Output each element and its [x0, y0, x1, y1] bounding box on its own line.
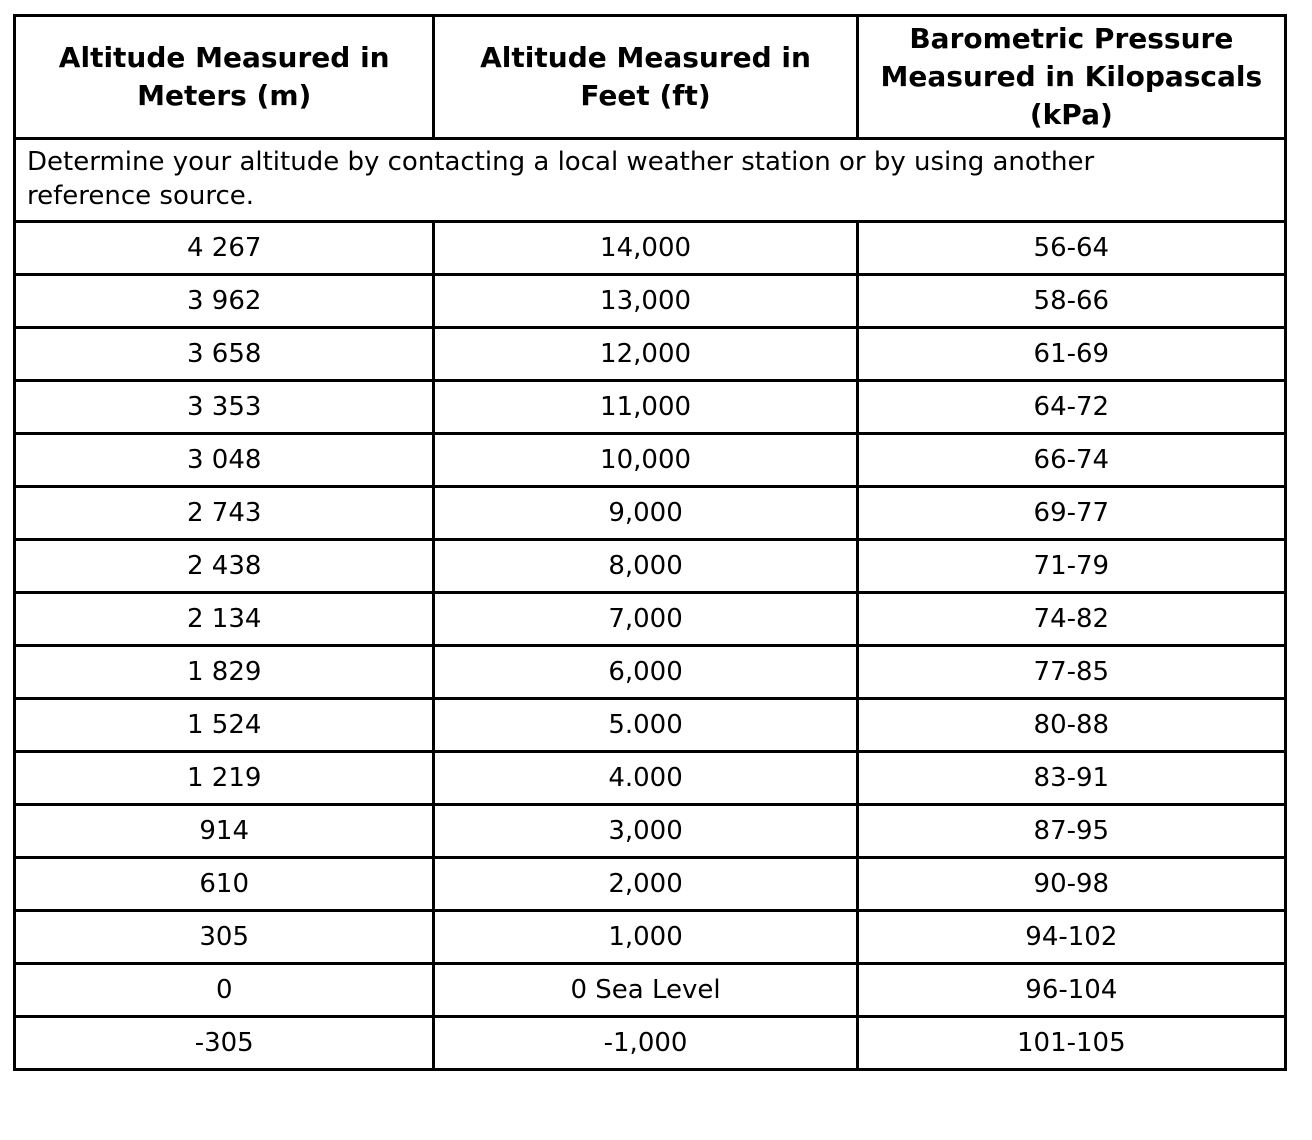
cell-feet: 0 Sea Level	[432, 962, 859, 1018]
cell-meters: 305	[12, 909, 436, 965]
cell-kpa: 56-64	[855, 220, 1288, 276]
cell-feet: 7,000	[432, 591, 859, 647]
cell-feet: 4.000	[432, 750, 859, 806]
table-row: -305 -1,000 101-105	[12, 1015, 1288, 1071]
cell-meters: 1 829	[12, 644, 436, 700]
header-row: Altitude Measured in Meters (m) Altitude…	[12, 14, 1288, 140]
table-row: 4 267 14,000 56-64	[12, 220, 1288, 276]
cell-kpa: 90-98	[855, 856, 1288, 912]
cell-kpa: 58-66	[855, 273, 1288, 329]
cell-kpa: 74-82	[855, 591, 1288, 647]
table-row: 610 2,000 90-98	[12, 856, 1288, 912]
cell-kpa: 83-91	[855, 750, 1288, 806]
cell-meters: -305	[12, 1015, 436, 1071]
cell-meters: 914	[12, 803, 436, 859]
altitude-pressure-table: Altitude Measured in Meters (m) Altitude…	[12, 14, 1288, 1071]
cell-feet: 8,000	[432, 538, 859, 594]
table-row: 3 353 11,000 64-72	[12, 379, 1288, 435]
cell-feet: 13,000	[432, 273, 859, 329]
cell-feet: 3,000	[432, 803, 859, 859]
table-note: Determine your altitude by contacting a …	[13, 137, 1287, 223]
cell-kpa: 69-77	[855, 485, 1288, 541]
cell-feet: 6,000	[432, 644, 859, 700]
cell-kpa: 101-105	[855, 1015, 1288, 1071]
cell-kpa: 96-104	[855, 962, 1288, 1018]
cell-feet: 11,000	[432, 379, 859, 435]
cell-meters: 2 134	[12, 591, 436, 647]
cell-feet: 5.000	[432, 697, 859, 753]
table-row: 1 524 5.000 80-88	[12, 697, 1288, 753]
cell-feet: -1,000	[432, 1015, 859, 1071]
cell-feet: 9,000	[432, 485, 859, 541]
cell-feet: 2,000	[432, 856, 859, 912]
cell-feet: 10,000	[432, 432, 859, 488]
cell-meters: 3 353	[12, 379, 436, 435]
cell-kpa: 61-69	[855, 326, 1288, 382]
table-row: 914 3,000 87-95	[12, 803, 1288, 859]
table-row: 2 438 8,000 71-79	[12, 538, 1288, 594]
cell-meters: 2 438	[12, 538, 436, 594]
cell-feet: 1,000	[432, 909, 859, 965]
table-row: 3 658 12,000 61-69	[12, 326, 1288, 382]
cell-kpa: 80-88	[855, 697, 1288, 753]
cell-kpa: 77-85	[855, 644, 1288, 700]
table-row: 3 962 13,000 58-66	[12, 273, 1288, 329]
cell-feet: 14,000	[432, 220, 859, 276]
cell-kpa: 94-102	[855, 909, 1288, 965]
header-altitude-feet: Altitude Measured in Feet (ft)	[432, 14, 859, 140]
table-row: 1 219 4.000 83-91	[12, 750, 1288, 806]
cell-kpa: 71-79	[855, 538, 1288, 594]
table-row: 1 829 6,000 77-85	[12, 644, 1288, 700]
cell-feet: 12,000	[432, 326, 859, 382]
cell-meters: 1 524	[12, 697, 436, 753]
table-row: 2 743 9,000 69-77	[12, 485, 1288, 541]
note-row: Determine your altitude by contacting a …	[13, 137, 1287, 223]
cell-meters: 3 962	[12, 273, 436, 329]
cell-meters: 3 658	[12, 326, 436, 382]
cell-kpa: 64-72	[855, 379, 1288, 435]
table-row: 305 1,000 94-102	[12, 909, 1288, 965]
cell-meters: 1 219	[12, 750, 436, 806]
header-barometric-pressure: Barometric Pressure Measured in Kilopasc…	[855, 14, 1288, 140]
table-row: 3 048 10,000 66-74	[12, 432, 1288, 488]
cell-meters: 2 743	[12, 485, 436, 541]
table-row: 0 0 Sea Level 96-104	[12, 962, 1288, 1018]
cell-meters: 0	[12, 962, 436, 1018]
cell-kpa: 66-74	[855, 432, 1288, 488]
cell-meters: 610	[12, 856, 436, 912]
cell-kpa: 87-95	[855, 803, 1288, 859]
cell-meters: 4 267	[12, 220, 436, 276]
header-altitude-meters: Altitude Measured in Meters (m)	[12, 14, 436, 140]
cell-meters: 3 048	[12, 432, 436, 488]
table-row: 2 134 7,000 74-82	[12, 591, 1288, 647]
